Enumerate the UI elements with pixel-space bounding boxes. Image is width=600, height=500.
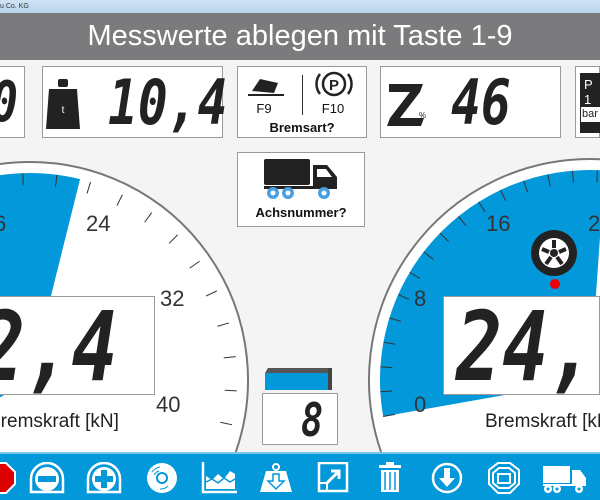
battery-pressure-icon: P 1 bar bbox=[580, 73, 600, 133]
toolbar bbox=[0, 452, 600, 500]
gauge-tick-mark bbox=[168, 234, 178, 244]
brake-disc-icon[interactable] bbox=[486, 462, 522, 494]
axle-bar-indicator bbox=[265, 368, 332, 390]
right-force-display: 24, bbox=[443, 296, 600, 395]
gauge-tick-mark bbox=[54, 174, 58, 187]
right-gauge-tick: 0 bbox=[414, 392, 427, 417]
right-force-value: 24, bbox=[456, 291, 595, 403]
pressure-display[interactable]: P 1 bar bbox=[575, 66, 600, 138]
right-gauge-tick: 8 bbox=[414, 286, 427, 311]
right-gauge-tick: 2 bbox=[588, 211, 600, 236]
gauge-tick-mark bbox=[223, 356, 236, 359]
axle-number-label: Achsnummer? bbox=[255, 205, 347, 220]
service-brake-pedal-icon bbox=[248, 79, 284, 96]
window-title-bar: u Co. KG bbox=[0, 0, 600, 13]
divider bbox=[302, 75, 303, 115]
gauge-tick-mark bbox=[478, 201, 486, 213]
left-gauge-tick: 24 bbox=[86, 211, 111, 236]
gauge-tick-mark bbox=[383, 413, 396, 417]
stop-icon[interactable] bbox=[0, 462, 18, 494]
gauge-tick-mark bbox=[220, 421, 233, 426]
left-partial-display[interactable]: 0 bbox=[0, 66, 25, 138]
left-gauge-tick: 32 bbox=[160, 286, 185, 311]
gauge-rim bbox=[368, 158, 600, 452]
page-title: Messwerte ablegen mit Taste 1-9 bbox=[0, 13, 600, 60]
minus-icon[interactable] bbox=[29, 462, 65, 494]
f9-label: F9 bbox=[256, 101, 272, 116]
indicator-dot bbox=[550, 279, 560, 289]
left-force-display: 2,4 bbox=[0, 296, 155, 395]
left-force-value: 2,4 bbox=[0, 291, 118, 403]
left-gauge-tick: 40 bbox=[156, 392, 181, 417]
right-gauge-caption: Bremskraft [kN] bbox=[485, 411, 600, 432]
brake-type-button[interactable]: P F9 F10 Bremsart? bbox=[237, 66, 367, 138]
gauge-tick-mark bbox=[409, 272, 421, 280]
download-icon[interactable] bbox=[429, 462, 465, 494]
weight-value: 10,4 bbox=[108, 66, 228, 139]
truck-axle-icon bbox=[264, 159, 337, 199]
trash-icon[interactable] bbox=[372, 462, 408, 494]
gauge-rim bbox=[0, 161, 249, 452]
gauge-tick-mark bbox=[500, 189, 507, 202]
gauge-tick-mark bbox=[458, 216, 467, 227]
gauge-tick-mark bbox=[380, 366, 393, 369]
left-gauge-tick: 6 bbox=[0, 211, 7, 236]
axle-number-value: 8 bbox=[301, 393, 324, 447]
weight-download-icon[interactable] bbox=[258, 462, 294, 494]
svg-text:t: t bbox=[62, 105, 65, 116]
disc-icon[interactable] bbox=[144, 462, 180, 494]
gauge-tick-mark bbox=[116, 194, 123, 206]
axle-number-display: 8 bbox=[262, 393, 338, 445]
gauge-tick-mark bbox=[547, 174, 551, 187]
gauge-tick-mark bbox=[86, 181, 91, 194]
gauge-tick-mark bbox=[571, 170, 574, 183]
gauge-tick-mark bbox=[189, 260, 200, 269]
pressure-line1: P bbox=[584, 77, 593, 92]
svg-text:%: % bbox=[419, 111, 426, 120]
f10-label: F10 bbox=[321, 101, 345, 116]
weight-icon: t bbox=[46, 79, 80, 129]
gauge-tick-mark bbox=[144, 212, 153, 223]
gauge-tick-mark bbox=[523, 180, 528, 193]
plus-icon[interactable] bbox=[86, 462, 122, 494]
gauge-tick-mark bbox=[205, 290, 218, 297]
pressure-line2: 1 bbox=[584, 92, 592, 107]
right-gauge-tick: 16 bbox=[486, 211, 511, 236]
gauge-tick-mark bbox=[224, 389, 237, 392]
parking-brake-icon: P bbox=[315, 71, 353, 97]
left-gauge-caption: Bremskraft [kN] bbox=[0, 411, 119, 432]
gauge-tick-mark bbox=[397, 294, 410, 300]
gauge-tick-mark bbox=[439, 232, 449, 242]
pressure-unit: bar bbox=[581, 107, 600, 122]
svg-text:P: P bbox=[329, 77, 339, 94]
tyre-icon bbox=[531, 230, 577, 289]
z-value: 46 bbox=[451, 66, 511, 139]
weight-display[interactable]: t 10,4 bbox=[42, 66, 227, 138]
gauge-tick-mark bbox=[383, 341, 396, 345]
gauge-tick-mark bbox=[217, 322, 230, 327]
truck-icon[interactable] bbox=[543, 462, 587, 494]
brake-type-label: Bremsart? bbox=[269, 120, 335, 135]
resize-icon[interactable] bbox=[315, 462, 351, 494]
gauge-tick-mark bbox=[380, 390, 393, 393]
axle-number-button[interactable]: Achsnummer? bbox=[237, 152, 365, 227]
gauge-tick-mark bbox=[423, 251, 434, 260]
left-partial-value: 0 bbox=[0, 75, 18, 131]
z-percent-display[interactable]: % 46 bbox=[380, 66, 561, 138]
gauge-tick-mark bbox=[389, 317, 402, 322]
z-percent-icon: % bbox=[387, 84, 426, 126]
window-title: u Co. KG bbox=[0, 3, 29, 10]
chart-icon[interactable] bbox=[201, 462, 237, 494]
